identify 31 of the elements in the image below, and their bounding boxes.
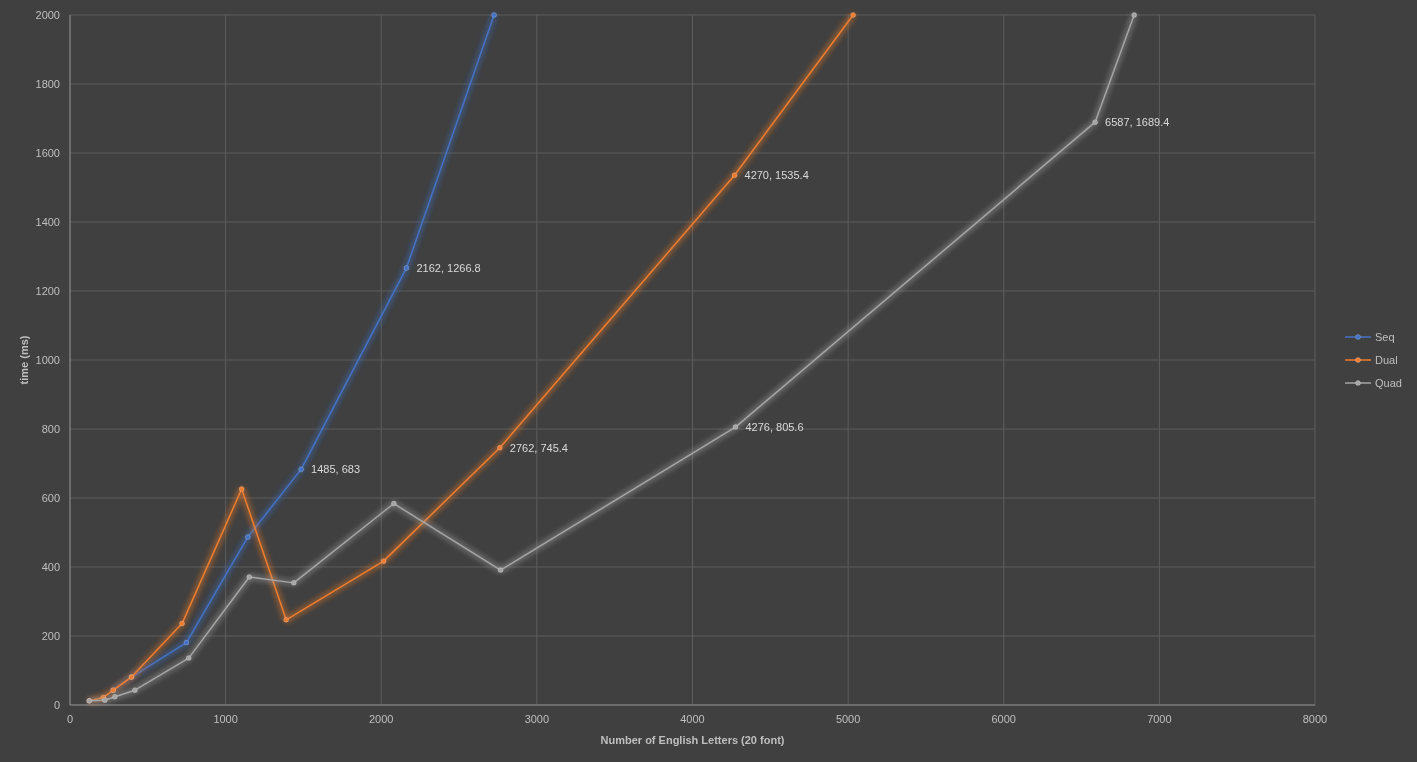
y-axis-title: time (ms) <box>18 335 30 385</box>
annotation: 4270, 1535.4 <box>744 169 809 182</box>
y-tick-label: 1800 <box>35 78 60 90</box>
y-tick-label: 2000 <box>35 9 60 21</box>
legend-label: Quad <box>1375 377 1402 389</box>
annotation: 6587, 1689.4 <box>1105 116 1170 129</box>
legend-label: Seq <box>1375 331 1395 343</box>
y-tick-label: 1200 <box>35 285 60 297</box>
x-tick-label: 4000 <box>680 713 705 725</box>
x-tick-label: 8000 <box>1302 713 1328 725</box>
y-tick-label: 1000 <box>35 354 60 366</box>
y-tick-label: 400 <box>41 561 60 573</box>
legend-label: Dual <box>1375 354 1398 366</box>
x-tick-label: 7000 <box>1147 713 1172 725</box>
x-tick-label: 6000 <box>991 713 1016 725</box>
annotation: 4276, 805.6 <box>745 421 804 434</box>
x-tick-label: 3000 <box>524 713 550 725</box>
y-tick-label: 600 <box>41 492 60 504</box>
annotation: 1485, 683 <box>311 463 361 476</box>
y-tick-label: 1600 <box>35 147 60 159</box>
x-axis-title: Number of English Letters (20 font) <box>600 734 785 746</box>
y-tick-label: 1400 <box>35 216 60 228</box>
x-tick-label: 2000 <box>369 713 394 725</box>
y-tick-label: 800 <box>41 423 60 435</box>
x-tick-label: 0 <box>66 713 74 725</box>
x-tick-label: 1000 <box>213 713 238 725</box>
y-tick-label: 200 <box>41 630 60 642</box>
annotation: 2162, 1266.8 <box>416 261 481 274</box>
annotation: 2762, 745.4 <box>509 441 568 454</box>
y-tick-label: 0 <box>53 699 60 711</box>
x-tick-label: 5000 <box>835 713 861 725</box>
